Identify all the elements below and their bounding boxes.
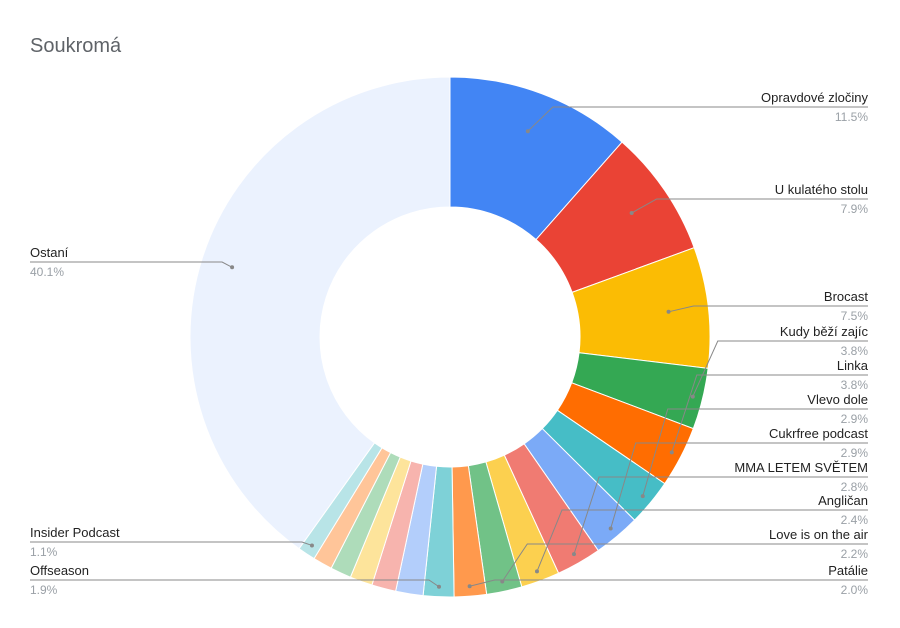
slice-label-value-18: 40.1% — [30, 265, 64, 279]
leader-line-17 — [30, 541, 313, 546]
slice-label-value-7: 2.8% — [841, 480, 869, 494]
slice-label-name-2: Brocast — [824, 289, 868, 304]
slice-label-value-4: 3.8% — [841, 378, 869, 392]
slices-group — [189, 76, 711, 598]
slice-label-name-18: Ostaní — [30, 245, 69, 260]
slice-label-name-8: Angličan — [818, 493, 868, 508]
slice-label-value-9: 2.2% — [841, 547, 869, 561]
leader-dot-18 — [230, 265, 235, 270]
slice-label-value-3: 3.8% — [841, 344, 869, 358]
slice-label-name-10: Patálie — [828, 563, 868, 578]
labels-group: Opravdové zločiny 11.5% U kulatého stolu 7.… — [30, 90, 869, 597]
slice-label-name-0: Opravdové zločiny — [761, 90, 868, 105]
slice-label-name-7: MMA LETEM SVĚTEM — [734, 460, 868, 475]
leader-dot-1 — [629, 210, 634, 215]
leader-line-10 — [469, 579, 868, 587]
leader-dot-7 — [571, 552, 576, 557]
leader-line-18 — [30, 261, 233, 268]
pie-slice-18 — [189, 76, 451, 550]
slice-label-name-9: Love is on the air — [769, 527, 869, 542]
leader-line-3 — [692, 340, 868, 397]
leader-line-2 — [668, 305, 868, 313]
leader-dot-3 — [690, 394, 695, 399]
slice-label-value-0: 11.5% — [835, 110, 868, 124]
leader-line-9 — [501, 543, 868, 582]
slice-label-value-6: 2.9% — [841, 446, 869, 460]
leader-dot-6 — [608, 526, 613, 531]
leader-dot-0 — [525, 129, 530, 134]
chart-title: Soukromá — [30, 35, 122, 57]
leader-dot-11 — [436, 584, 441, 589]
slice-label-value-17: 1.1% — [30, 545, 58, 559]
slice-label-value-2: 7.5% — [841, 309, 869, 323]
slice-label-name-5: Vlevo dole — [807, 392, 868, 407]
slice-label-name-11: Offseason — [30, 563, 89, 578]
slice-label-value-5: 2.9% — [841, 412, 869, 426]
leader-dot-5 — [640, 494, 645, 499]
slice-label-name-6: Cukrfree podcast — [769, 426, 868, 441]
slice-label-name-4: Linka — [837, 358, 869, 373]
slice-label-value-8: 2.4% — [841, 513, 869, 527]
leader-line-5 — [642, 408, 868, 497]
leader-dot-4 — [669, 450, 674, 455]
leader-line-1 — [631, 198, 868, 214]
leader-dot-17 — [309, 543, 314, 548]
leader-dot-10 — [467, 584, 472, 589]
leader-line-0 — [527, 106, 868, 132]
leader-line-8 — [536, 509, 868, 572]
leader-line-6 — [610, 442, 868, 529]
leader-line-11 — [30, 579, 440, 588]
leader-dot-8 — [534, 569, 539, 574]
slice-label-value-10: 2.0% — [841, 583, 869, 597]
slice-label-value-1: 7.9% — [841, 202, 869, 216]
leader-dot-2 — [666, 309, 671, 314]
slice-label-name-17: Insider Podcast — [30, 525, 120, 540]
slice-label-name-3: Kudy běží zajíc — [780, 324, 869, 339]
slice-label-name-1: U kulatého stolu — [775, 182, 868, 197]
slice-label-value-11: 1.9% — [30, 583, 58, 597]
leader-line-4 — [671, 374, 868, 453]
leader-line-7 — [573, 476, 868, 555]
